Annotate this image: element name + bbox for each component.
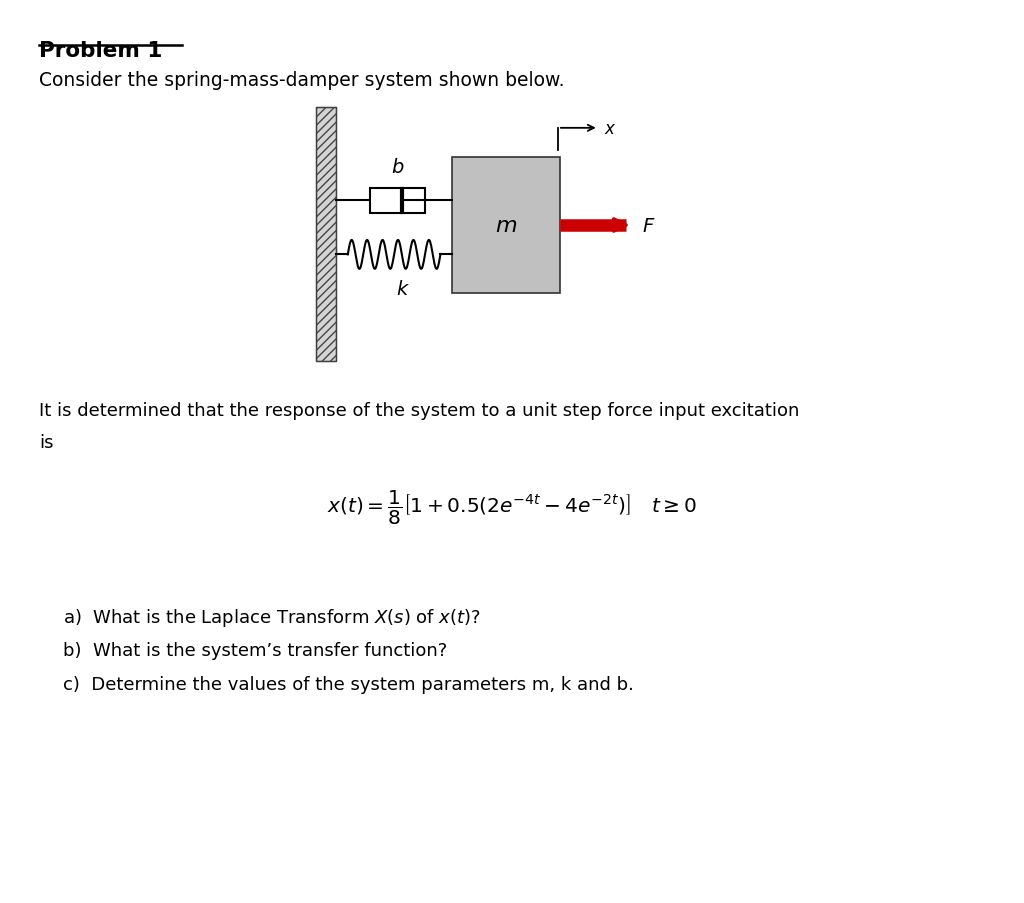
Bar xyxy=(371,189,425,213)
Bar xyxy=(452,158,560,293)
Text: Consider the spring-mass-damper system shown below.: Consider the spring-mass-damper system s… xyxy=(39,70,564,89)
Text: $x(t) = \dfrac{1}{8}\left[1 + 0.5(2e^{-4t} - 4e^{-2t})\right]\quad t \geq 0$: $x(t) = \dfrac{1}{8}\left[1 + 0.5(2e^{-4… xyxy=(327,489,697,526)
Text: $m$: $m$ xyxy=(495,216,517,236)
Text: Problem 1: Problem 1 xyxy=(39,41,162,61)
Text: is: is xyxy=(39,433,53,452)
Text: c)  Determine the values of the system parameters m, k and b.: c) Determine the values of the system pa… xyxy=(63,675,634,694)
Bar xyxy=(316,108,337,361)
Text: $b$: $b$ xyxy=(391,158,404,177)
Text: $k$: $k$ xyxy=(396,280,411,299)
Text: b)  What is the system’s transfer function?: b) What is the system’s transfer functio… xyxy=(63,641,447,659)
Text: $x$: $x$ xyxy=(604,120,616,137)
Text: It is determined that the response of the system to a unit step force input exci: It is determined that the response of th… xyxy=(39,402,800,420)
Text: a)  What is the Laplace Transform $X(s)$ of $x(t)$?: a) What is the Laplace Transform $X(s)$ … xyxy=(63,607,481,628)
Bar xyxy=(316,108,337,361)
Text: $F$: $F$ xyxy=(642,216,655,236)
